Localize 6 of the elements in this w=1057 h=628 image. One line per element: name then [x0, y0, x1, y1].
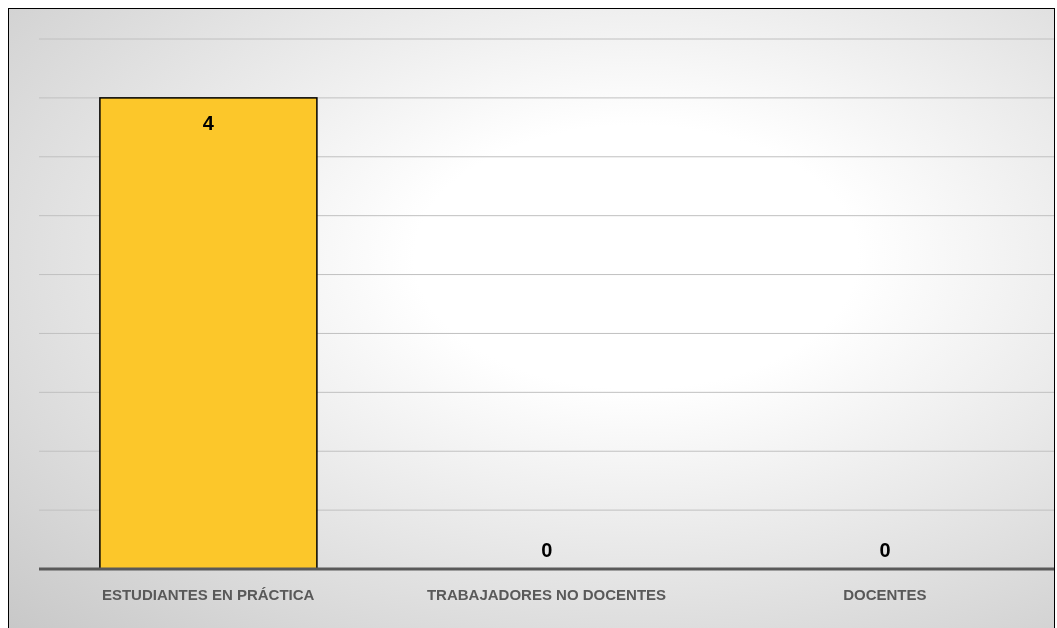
data-label: 0 [541, 539, 553, 561]
x-tick-label: TRABAJADORES NO DOCENTES [426, 585, 667, 603]
x-tick-label: ESTUDIANTES EN PRÁCTICA [101, 585, 315, 603]
data-label: 4 [202, 111, 215, 134]
x-tick-label: DOCENTES [843, 585, 927, 603]
data-label: 0 [879, 539, 891, 561]
